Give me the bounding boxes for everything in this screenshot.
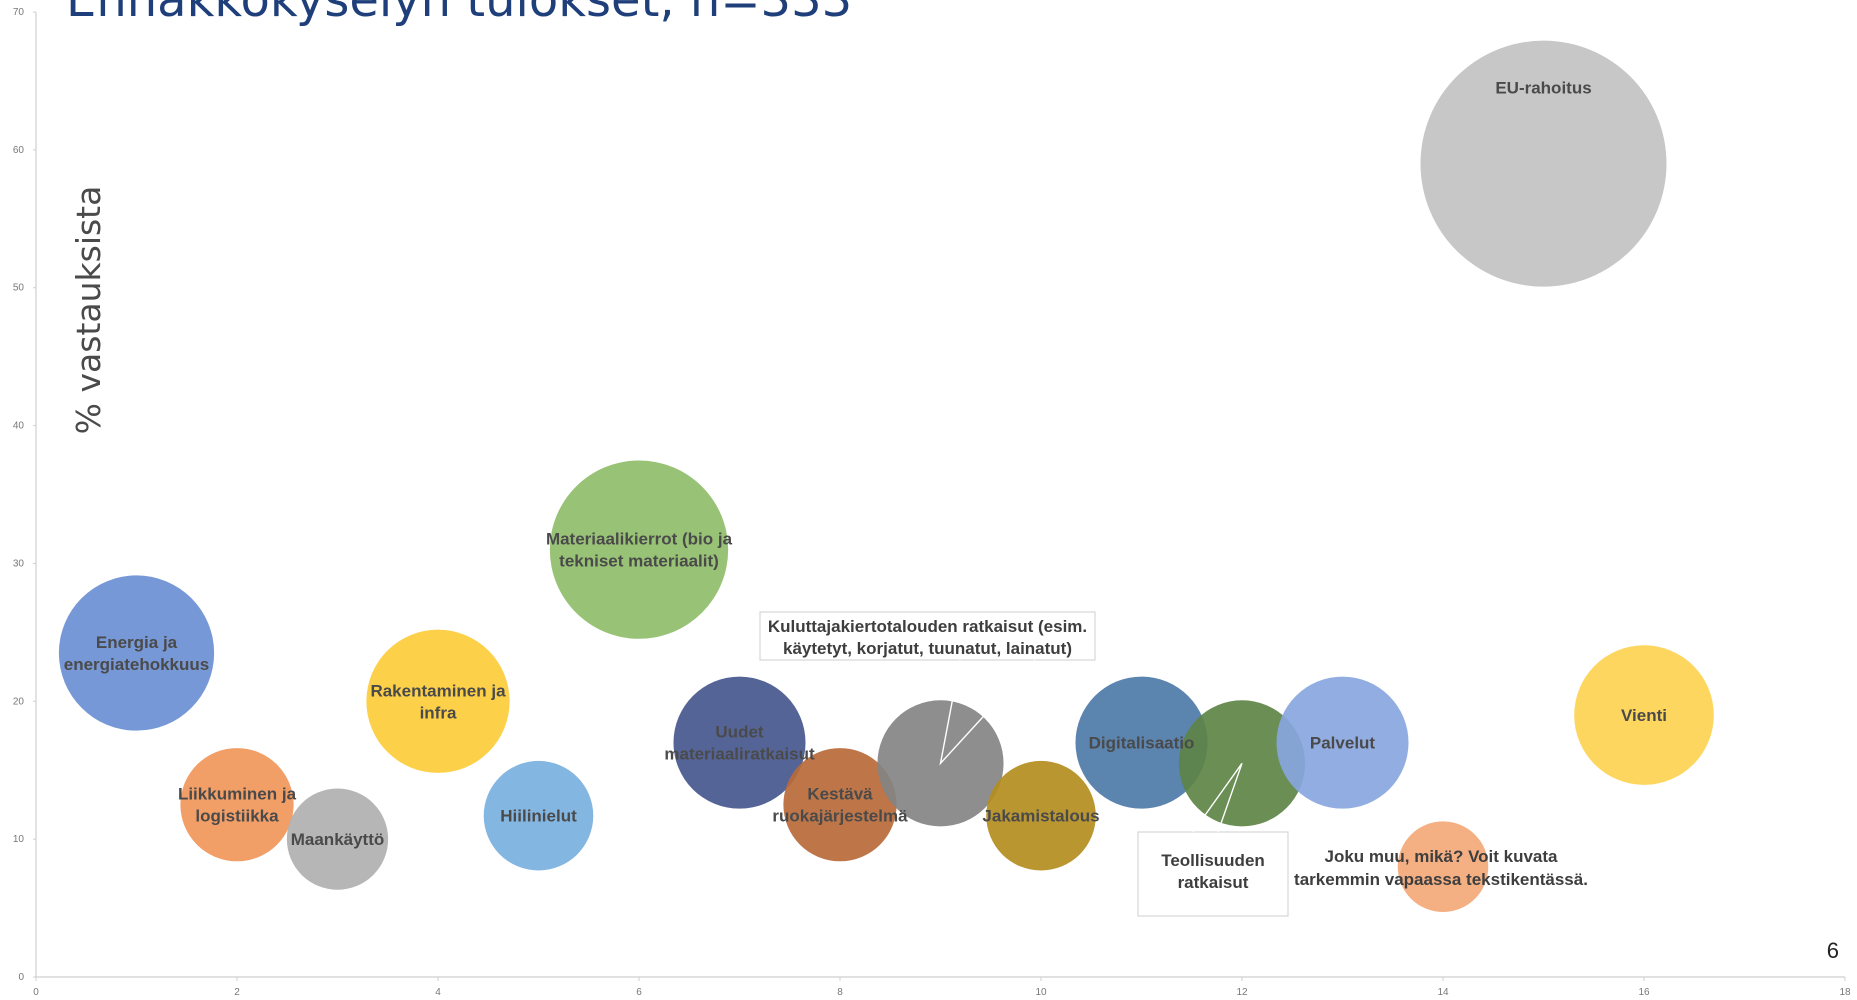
bubble-label-line: tekniset materiaalit): [559, 552, 719, 571]
bubble: [286, 788, 389, 890]
x-tick-label: 0: [33, 987, 39, 998]
bubble: [1276, 676, 1409, 809]
bubble-label-line: Vienti: [1621, 706, 1667, 725]
bubble: [58, 575, 215, 731]
bubbles: [58, 40, 1714, 913]
x-tick-label: 8: [837, 987, 843, 998]
bubble-label-line: Liikkuminen ja: [178, 785, 297, 804]
bubble-label-line: Jakamistalous: [982, 807, 1099, 826]
y-tick-label: 30: [13, 558, 25, 569]
callout-label: Kuluttajakiertotalouden ratkaisut (esim.…: [768, 617, 1087, 658]
bubble-label: Maankäyttö: [291, 830, 385, 849]
y-tick-label: 50: [13, 283, 25, 294]
x-tick-label: 18: [1839, 987, 1851, 998]
callout-box: [1137, 831, 1289, 917]
bubble: [549, 460, 729, 639]
bubble: [1075, 676, 1208, 809]
bubble-label-line: Materiaalikierrot (bio ja: [546, 530, 733, 549]
bubble: [1420, 40, 1667, 287]
y-tick-label: 10: [13, 834, 25, 845]
bubble-labels: Energia ja energiatehokkuus Liikkuminen ja…: [64, 79, 1667, 850]
callouts: Kuluttajakiertotalouden ratkaisut (esim.…: [759, 611, 1588, 917]
bubble-label-line: Digitalisaatio: [1089, 734, 1195, 753]
bubble-label: EU-rahoitus: [1495, 79, 1591, 98]
bubble: [783, 748, 897, 862]
bubble-label: Materiaalikierrot (bio ja tekniset materi…: [546, 530, 733, 571]
x-tick-label: 10: [1035, 987, 1047, 998]
callout-label-line: Teollisuuden: [1161, 851, 1265, 870]
page-number: 6: [1826, 938, 1839, 963]
slide-title: Ennakkokyselyn tulokset, n=333: [66, 0, 853, 28]
x-tick-label: 12: [1236, 987, 1248, 998]
bubble: [180, 748, 294, 862]
bubble-label: Rakentaminen ja infra: [370, 681, 506, 722]
x-tick-label: 14: [1437, 987, 1449, 998]
bubble: [483, 760, 594, 871]
callout-label-line: Kuluttajakiertotalouden ratkaisut (esim.: [768, 617, 1087, 636]
bubble-label: Digitalisaatio: [1089, 734, 1195, 753]
axes: 0 10 20 30 40 50 60 70 0 2 4 6 8 10 12 14 16 18: [13, 7, 1851, 998]
x-tick-label: 2: [234, 987, 240, 998]
y-tick-label: 20: [13, 696, 25, 707]
bubble: [366, 629, 510, 773]
bubble-label-line: Energia ja: [96, 633, 178, 652]
bubble-label-line: infra: [420, 703, 457, 722]
bubble-label: Kestävä ruokajärjestelmä: [772, 785, 908, 826]
bubble-label: Joku muu, mikä? Voit kuvata tarkemmin vap…: [1294, 847, 1588, 889]
callout-pointer: [1192, 762, 1243, 833]
bubble-label: Uudet materiaaliratkaisut: [664, 723, 815, 764]
y-tick-label: 60: [13, 145, 25, 156]
bubble-label: Liikkuminen ja logistiikka: [178, 785, 297, 826]
callout-pointer: [939, 659, 1036, 766]
bubble-label-line: Rakentaminen ja: [370, 681, 506, 700]
bubble: [673, 676, 806, 809]
x-tick-label: 6: [636, 987, 642, 998]
bubble-label: Hiilinielut: [500, 807, 577, 826]
y-axis-title: % vastauksista: [69, 186, 108, 435]
bubble: [986, 760, 1096, 871]
callout-label-line: käytetyt, korjatut, tuunatut, lainatut): [783, 639, 1072, 658]
bubble-label: Vienti: [1621, 706, 1667, 725]
bubble-label-line: EU-rahoitus: [1495, 79, 1591, 98]
bubble-label-line: Kestävä: [807, 785, 873, 804]
bubble-label-line: energiatehokkuus: [64, 655, 210, 674]
bubble-label-line: Maankäyttö: [291, 830, 385, 849]
callout-box: [759, 611, 1096, 661]
bubble-label-line: tarkemmin vapaassa tekstikentässä.: [1294, 870, 1588, 889]
bubble: [1397, 821, 1489, 913]
bubble-label-line: ruokajärjestelmä: [772, 807, 908, 826]
bubble-label-line: Palvelut: [1310, 734, 1376, 753]
bubble-label-line: logistiikka: [195, 807, 279, 826]
callout-label-line: ratkaisut: [1178, 873, 1249, 892]
bubble-label-line: Hiilinielut: [500, 807, 577, 826]
x-tick-label: 16: [1638, 987, 1650, 998]
bubble-label-line: Joku muu, mikä? Voit kuvata: [1324, 847, 1558, 866]
bubble-label: Energia ja energiatehokkuus: [64, 633, 210, 674]
y-tick-label: 70: [13, 7, 25, 18]
bubble-label: Palvelut: [1310, 734, 1376, 753]
bubble-label-line: materiaaliratkaisut: [664, 745, 815, 764]
callout-label: Teollisuuden ratkaisut: [1161, 851, 1265, 892]
bubble-label: Jakamistalous: [982, 807, 1099, 826]
y-tick-label: 40: [13, 421, 25, 432]
bubble: [1574, 645, 1714, 785]
bubble-label-line: Uudet: [715, 723, 764, 742]
x-tick-label: 4: [435, 987, 441, 998]
y-tick-label: 0: [18, 972, 24, 983]
